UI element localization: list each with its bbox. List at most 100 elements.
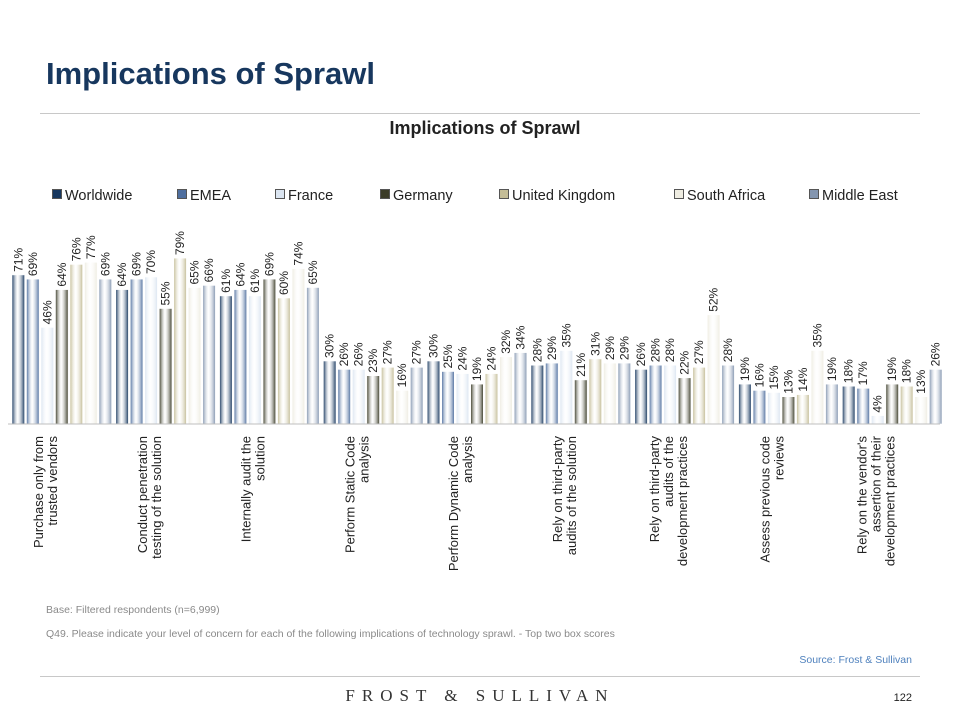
bar-middle-east-4	[410, 366, 424, 425]
data-label-united-kingdom-1: 76%	[69, 237, 83, 261]
bar-united-kingdom-4	[381, 366, 395, 425]
bar-emea-9	[856, 387, 870, 425]
category-label-1: Purchase only fromtrusted vendors	[31, 436, 60, 548]
chart-legend: Worldwide EMEA France Germany United Kingdom…	[52, 188, 932, 208]
bar-france-7	[663, 364, 677, 425]
bar-south-africa-5	[499, 356, 513, 425]
bar-emea-3	[233, 289, 248, 425]
data-label-france-5: 24%	[456, 346, 470, 370]
page-number: 122	[893, 692, 912, 704]
bar-germany-6	[574, 379, 588, 425]
data-label-united-kingdom-7: 27%	[692, 340, 706, 364]
legend-swatch-germany	[380, 189, 390, 199]
bar-germany-8	[781, 396, 795, 425]
data-label-germany-3: 69%	[262, 252, 276, 276]
chart-title: Implications of Sprawl	[389, 118, 581, 138]
brand-logo: FROST & SULLIVAN	[345, 686, 615, 705]
data-label-emea-5: 25%	[441, 344, 455, 368]
bar-middle-east-7	[721, 364, 735, 425]
bar-worldwide-8	[738, 383, 752, 425]
data-label-south-africa-2: 65%	[188, 260, 202, 284]
bar-middle-east-5	[513, 352, 528, 425]
question-note: Q49. Please indicate your level of conce…	[46, 628, 615, 640]
bar-germany-4	[366, 375, 380, 425]
legend-label: EMEA	[190, 188, 232, 204]
data-label-france-2: 70%	[144, 250, 158, 274]
data-label-germany-9: 19%	[885, 357, 899, 381]
data-label-emea-3: 64%	[233, 262, 247, 286]
bar-worldwide-3	[219, 295, 233, 425]
legend-item-france: France	[275, 188, 333, 204]
data-label-united-kingdom-6: 31%	[588, 332, 602, 356]
data-label-middle-east-9: 26%	[929, 342, 943, 366]
bar-germany-7	[677, 377, 692, 425]
data-label-germany-8: 13%	[781, 369, 795, 393]
bar-emea-2	[130, 278, 144, 425]
data-label-worldwide-4: 30%	[323, 334, 337, 358]
bar-emea-8	[752, 390, 766, 425]
legend-item-germany: Germany	[380, 188, 453, 204]
data-label-emea-9: 17%	[856, 361, 870, 385]
data-label-south-africa-7: 52%	[707, 287, 721, 311]
data-label-emea-2: 69%	[130, 252, 144, 276]
data-label-middle-east-7: 28%	[721, 338, 735, 362]
category-label-7: Rely on third-partyaudits of thedevelopm…	[647, 436, 690, 567]
data-label-united-kingdom-3: 60%	[277, 271, 291, 295]
data-label-emea-8: 16%	[752, 363, 766, 387]
bar-germany-3	[262, 278, 277, 425]
bar-united-kingdom-2	[173, 257, 187, 425]
data-label-middle-east-2: 66%	[202, 258, 216, 282]
data-label-france-9: 4%	[871, 395, 885, 413]
bar-middle-east-1	[98, 278, 112, 425]
bar-middle-east-2	[202, 285, 216, 425]
bar-emea-6	[545, 362, 559, 425]
data-label-south-africa-5: 32%	[499, 329, 513, 353]
bar-south-africa-6	[603, 362, 617, 425]
category-label-2: Conduct penetrationtesting of the soluti…	[135, 436, 164, 559]
data-label-south-africa-9: 13%	[914, 369, 928, 393]
bar-worldwide-6	[530, 364, 544, 425]
data-label-worldwide-2: 64%	[115, 262, 129, 286]
legend-swatch-emea	[177, 189, 187, 199]
bar-south-africa-1	[84, 261, 98, 425]
legend-swatch-france	[275, 189, 285, 199]
bar-france-8	[767, 392, 781, 425]
data-label-south-africa-1: 77%	[84, 235, 98, 259]
legend-item-emea: EMEA	[177, 188, 231, 204]
bar-france-1	[40, 327, 54, 425]
bar-france-3	[248, 295, 262, 425]
bar-middle-east-8	[825, 383, 839, 425]
legend-label: Worldwide	[65, 188, 133, 204]
legend-label: France	[288, 188, 334, 204]
legend-label: Middle East	[822, 188, 898, 204]
data-label-south-africa-3: 74%	[291, 241, 305, 265]
data-label-emea-4: 26%	[337, 342, 351, 366]
data-label-france-7: 28%	[663, 338, 677, 362]
bar-france-5	[455, 373, 470, 425]
legend-item-united-kingdom: United Kingdom	[499, 188, 615, 204]
data-label-middle-east-4: 27%	[410, 340, 424, 364]
data-label-middle-east-8: 19%	[825, 357, 839, 381]
data-label-emea-7: 28%	[649, 338, 663, 362]
bar-united-kingdom-3	[277, 297, 291, 425]
data-label-emea-1: 69%	[26, 252, 40, 276]
data-label-germany-4: 23%	[366, 348, 380, 372]
legend-item-middle-east: Middle East	[809, 188, 898, 204]
data-label-united-kingdom-5: 24%	[485, 346, 499, 370]
data-label-middle-east-1: 69%	[98, 252, 112, 276]
data-label-united-kingdom-2: 79%	[173, 231, 187, 255]
bar-worldwide-4	[323, 360, 337, 425]
data-label-worldwide-5: 30%	[427, 334, 441, 358]
data-label-middle-east-6: 29%	[617, 336, 631, 360]
source-note: Source: Frost & Sullivan	[799, 654, 912, 666]
bar-france-2	[144, 276, 158, 425]
category-label-5: Perform Dynamic Codeanalysis	[446, 436, 475, 572]
base-note: Base: Filtered respondents (n=6,999)	[46, 604, 220, 616]
legend-swatch-united-kingdom	[499, 189, 509, 199]
bar-emea-1	[26, 278, 40, 425]
data-label-united-kingdom-8: 14%	[796, 367, 810, 391]
bar-worldwide-2	[115, 289, 129, 425]
legend-label: Germany	[393, 188, 453, 204]
data-label-worldwide-1: 71%	[11, 248, 25, 272]
data-label-united-kingdom-4: 27%	[381, 340, 395, 364]
